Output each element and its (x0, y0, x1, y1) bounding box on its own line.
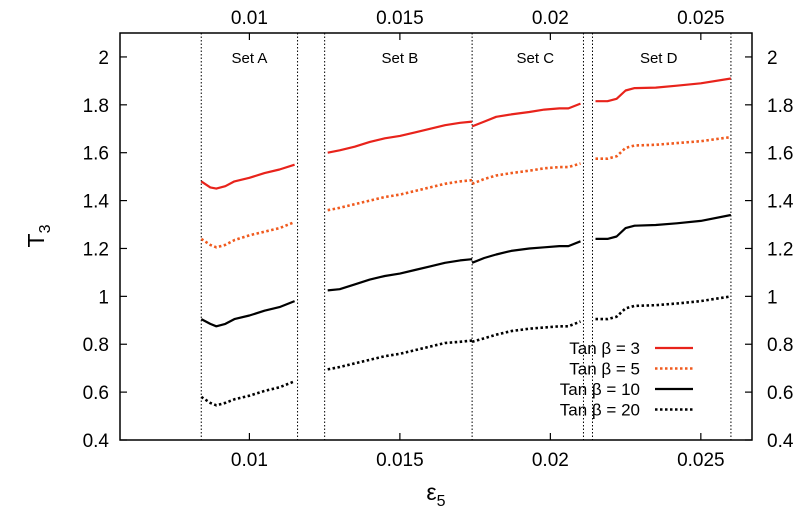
y-tick-label-left-2: 0.8 (83, 335, 109, 356)
x-tick-label-bottom-1: 0.015 (376, 450, 424, 471)
y-tick-label-left-7: 1.8 (83, 96, 109, 117)
set-label-3: Set D (640, 50, 678, 67)
y-tick-label-right-0: 0.4 (767, 431, 794, 452)
y-tick-label-left-1: 0.6 (83, 383, 109, 404)
y-tick-label-right-8: 2 (767, 48, 778, 69)
legend-label-1: Tan β = 5 (569, 360, 640, 379)
y-tick-label-left-0: 0.4 (83, 431, 110, 452)
x-axis-label-sub: 5 (437, 493, 446, 510)
series-1-segment-0 (200, 220, 296, 249)
x-tick-label-top-2: 0.02 (532, 8, 569, 29)
series-3-segment-0 (200, 380, 296, 407)
y-tick-label-right-7: 1.8 (767, 96, 793, 117)
set-labels: Set A Set B Set C Set D (231, 50, 677, 67)
set-dividers (200, 33, 732, 440)
series-0-segment-3 (595, 77, 732, 103)
legend-label-0: Tan β = 3 (569, 339, 640, 358)
series-2-segment-2 (471, 240, 581, 264)
y-tick-label-left-5: 1.4 (83, 192, 110, 213)
series-2-segment-0 (200, 300, 296, 328)
series-3-segment-2 (471, 320, 581, 344)
x-tick-label-bottom-3: 0.025 (677, 450, 725, 471)
y-tick-label-right-2: 0.8 (767, 335, 793, 356)
series-lines (200, 77, 732, 407)
y-tick-label-left-6: 1.6 (83, 144, 109, 165)
y-tick-label-left-8: 2 (98, 48, 109, 69)
x-tick-label-top-0: 0.01 (231, 8, 268, 29)
x-axis-label: ε5 (426, 479, 445, 510)
x-axis-label-main: ε (426, 479, 436, 505)
x-tick-label-bottom-0: 0.01 (231, 450, 268, 471)
set-label-2: Set C (517, 50, 555, 67)
series-3-segment-1 (327, 339, 473, 371)
series-1-segment-3 (595, 135, 732, 160)
y-axis-label-main: T (23, 233, 49, 247)
series-2-segment-1 (327, 258, 473, 292)
series-0-segment-0 (200, 163, 295, 190)
y-tick-label-right-1: 0.6 (767, 383, 793, 404)
series-0-segment-2 (471, 102, 581, 128)
series-1-segment-2 (471, 162, 581, 186)
series-2-segment-3 (595, 213, 732, 240)
series-3-segment-3 (595, 295, 732, 321)
x-tick-label-bottom-2: 0.02 (532, 450, 569, 471)
y-tick-label-left-3: 1 (98, 287, 109, 308)
y-tick-label-right-4: 1.2 (767, 239, 793, 260)
y-tick-label-right-5: 1.4 (767, 192, 794, 213)
y-tick-label-right-3: 1 (767, 287, 778, 308)
y-axis-label-sub: 3 (37, 224, 54, 233)
y-tick-label-right-6: 1.6 (767, 144, 793, 165)
y-axis-label: T3 (23, 224, 54, 247)
x-tick-label-top-1: 0.015 (376, 8, 424, 29)
plot-frame (119, 32, 753, 441)
set-label-0: Set A (231, 50, 267, 67)
y-tick-label-left-4: 1.2 (83, 239, 109, 260)
series-0-segment-1 (327, 120, 473, 154)
legend-label-2: Tan β = 10 (560, 380, 640, 399)
x-tick-label-top-3: 0.025 (677, 8, 725, 29)
axis-ticks: 0.01 0.01 0.015 0.015 0.02 0.02 0.025 0.025 0.4 0… (83, 8, 794, 471)
series-1-segment-1 (327, 178, 473, 212)
set-label-1: Set B (382, 50, 419, 67)
legend-label-3: Tan β = 20 (560, 401, 640, 420)
